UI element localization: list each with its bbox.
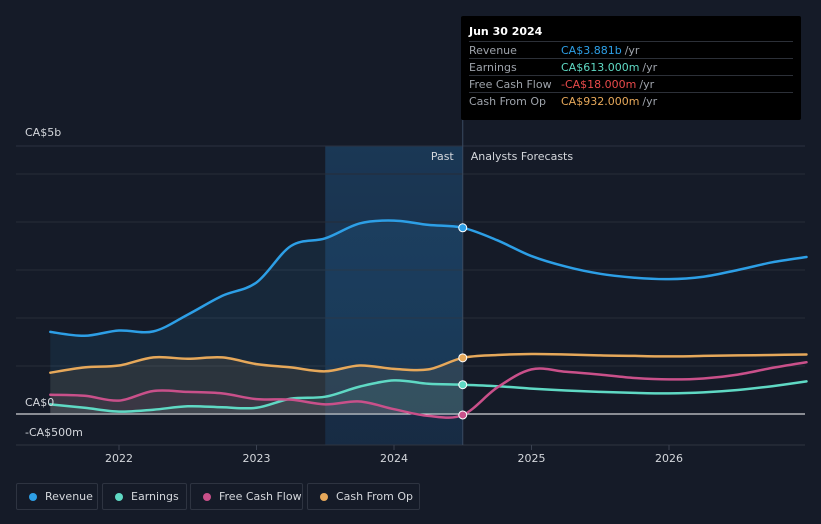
line-cash-from-op [49, 352, 808, 374]
x-tick-label: 2022 [105, 452, 133, 465]
tooltip-unit: /yr [642, 95, 658, 108]
tooltip-value-wrap: CA$613.000m/yr [561, 61, 657, 74]
legend-item-revenue[interactable]: Revenue [16, 483, 98, 510]
line-free-cash-flow [49, 360, 808, 419]
past-region-highlight [325, 146, 463, 445]
tooltip-label: Earnings [469, 61, 517, 74]
tooltip-label: Revenue [469, 44, 517, 57]
legend-dot-icon [29, 493, 37, 501]
tooltip-value-wrap: CA$932.000m/yr [561, 95, 657, 108]
area-earnings [50, 380, 463, 414]
tooltip-value-wrap: -CA$18.000m/yr [561, 78, 654, 91]
tooltip-row-cash-from-op: Cash From Op CA$932.000m/yr [469, 92, 793, 110]
line-earnings [49, 379, 808, 413]
legend-item-free-cash-flow[interactable]: Free Cash Flow [190, 483, 303, 510]
legend-dot-icon [320, 493, 328, 501]
tooltip-value: -CA$18.000m [561, 78, 637, 91]
legend-item-cash-from-op[interactable]: Cash From Op [307, 483, 420, 510]
tooltip: Jun 30 2024 Revenue CA$3.881b/yr Earning… [461, 16, 801, 120]
legend-label: Earnings [131, 490, 179, 503]
legend-label: Revenue [45, 490, 93, 503]
y-tick-label: CA$5b [25, 126, 61, 139]
y-tick-label: -CA$500m [25, 426, 83, 439]
legend-dot-icon [115, 493, 123, 501]
tooltip-label: Free Cash Flow [469, 78, 552, 91]
x-tick-label: 2024 [380, 452, 408, 465]
tooltip-value: CA$932.000m [561, 95, 640, 108]
x-tick-label: 2025 [518, 452, 546, 465]
marker-revenue [458, 223, 468, 233]
tooltip-value: CA$3.881b [561, 44, 622, 57]
tooltip-unit: /yr [642, 61, 658, 74]
legend-dot-icon [203, 493, 211, 501]
y-tick-label: CA$0 [25, 396, 54, 409]
tooltip-unit: /yr [624, 44, 640, 57]
tooltip-date: Jun 30 2024 [469, 25, 543, 38]
tooltip-label: Cash From Op [469, 95, 547, 108]
tooltip-value: CA$613.000m [561, 61, 640, 74]
tooltip-row-revenue: Revenue CA$3.881b/yr [469, 41, 793, 59]
legend-label: Free Cash Flow [219, 490, 302, 503]
tooltip-unit: /yr [639, 78, 655, 91]
marker-free-cash-flow [458, 410, 468, 420]
marker-cash-from-op [458, 353, 468, 363]
area-cash-from-op [50, 357, 463, 414]
tooltip-value-wrap: CA$3.881b/yr [561, 44, 639, 57]
x-tick-label: 2026 [655, 452, 683, 465]
legend-item-earnings[interactable]: Earnings [102, 483, 187, 510]
tooltip-row-free-cash-flow: Free Cash Flow -CA$18.000m/yr [469, 75, 793, 93]
past-label: Past [431, 150, 455, 163]
marker-earnings [458, 380, 468, 390]
legend-label: Cash From Op [336, 490, 414, 503]
x-tick-label: 2023 [243, 452, 271, 465]
tooltip-row-earnings: Earnings CA$613.000m/yr [469, 58, 793, 76]
line-revenue [49, 219, 808, 338]
forecast-label: Analysts Forecasts [471, 150, 574, 163]
